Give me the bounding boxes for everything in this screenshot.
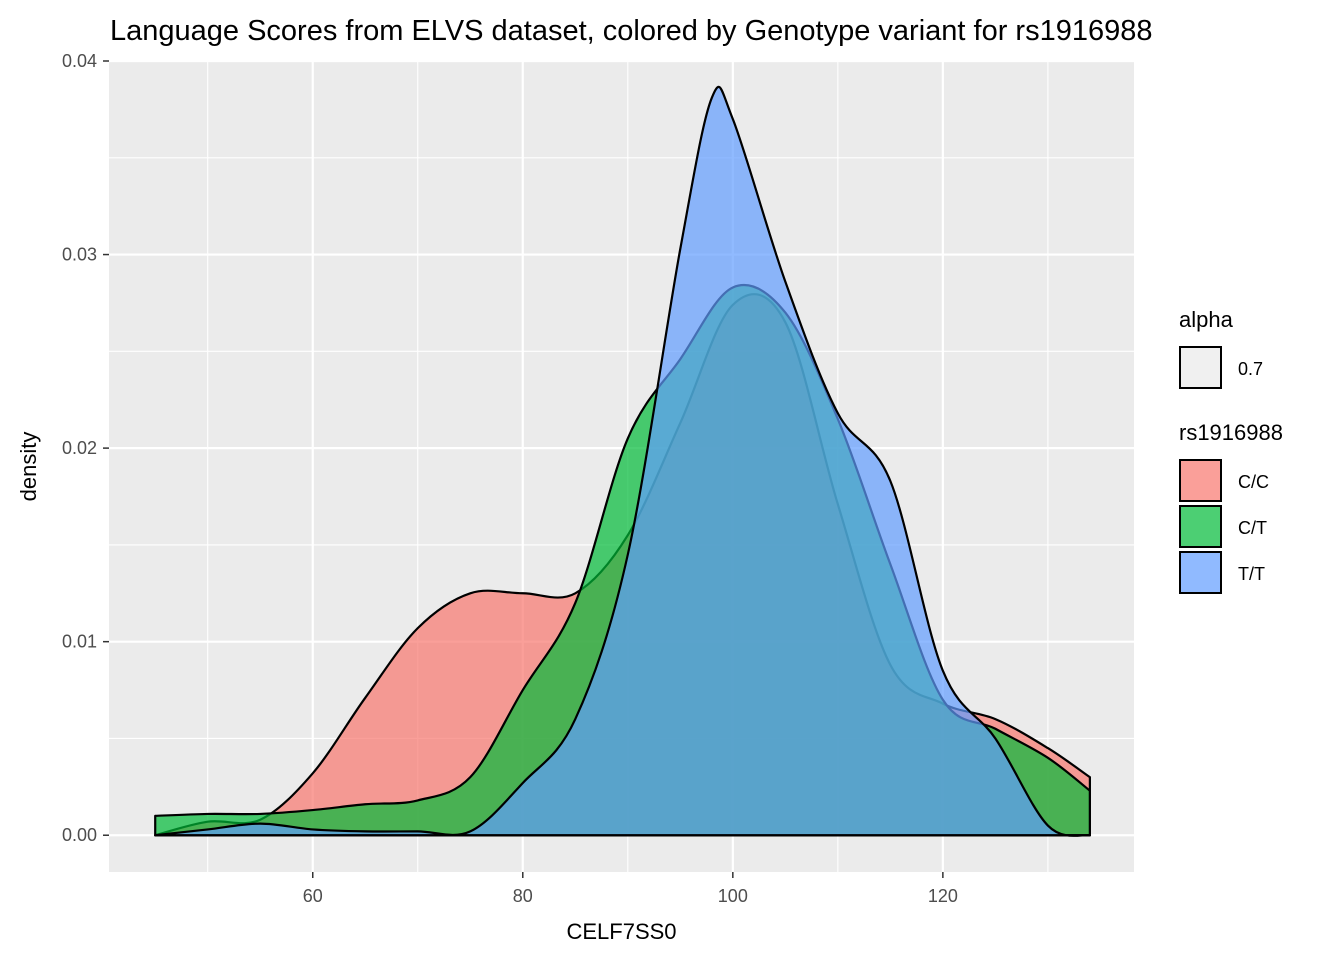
chart-title: Language Scores from ELVS dataset, color… [110,15,1153,47]
legend-title: rs1916988 [1179,420,1283,445]
x-tick-label: 80 [513,886,533,906]
legend-key [1179,346,1222,389]
legend-label: C/T [1238,518,1267,538]
legend-key [1179,551,1222,594]
density-area-t-t [154,85,1091,837]
axes: 60 80 100 120 0.00 0.01 0.02 0.03 0.04 [62,51,958,906]
legend-key [1179,505,1222,548]
y-tick-label: 0.00 [62,825,97,845]
y-axis-title: density [16,432,41,502]
legend-label: T/T [1238,564,1265,584]
x-tick-label: 60 [303,886,323,906]
y-tick-label: 0.02 [62,438,97,458]
x-tick-label: 120 [928,886,958,906]
legend: alpha 0.7 rs1916988 C/C C/T T/T [1179,307,1283,594]
series-areas [154,85,1091,837]
legend-key [1179,459,1222,502]
x-tick-label: 100 [718,886,748,906]
legend-title: alpha [1179,307,1234,332]
x-axis-title: CELF7SS0 [566,919,676,944]
y-tick-label: 0.03 [62,245,97,265]
legend-label: 0.7 [1238,359,1263,379]
y-tick-label: 0.01 [62,632,97,652]
y-tick-label: 0.04 [62,51,97,71]
legend-label: C/C [1238,472,1269,492]
